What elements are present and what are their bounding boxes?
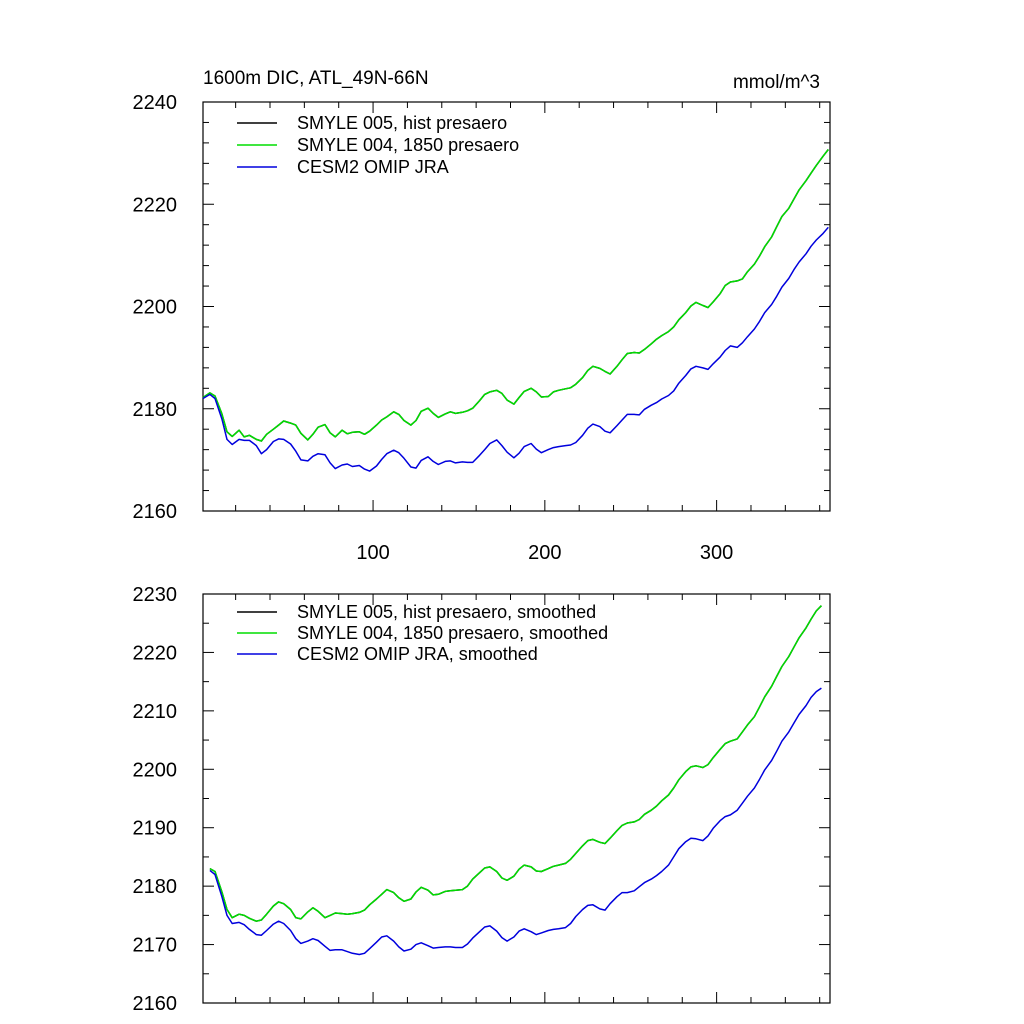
- y-tick-label: 2160: [133, 501, 178, 523]
- y-tick-label: 2200: [133, 759, 178, 781]
- series-line: [202, 226, 829, 472]
- top-panel-title: 1600m DIC, ATL_49N-66N: [203, 68, 429, 89]
- top-panel-units: mmol/m^3: [733, 72, 820, 93]
- y-tick-label: 2170: [133, 935, 178, 957]
- top-panel-ticks: 2160 2180 2200 2220 2240 100 200 300: [133, 92, 830, 564]
- top-panel: 1600m DIC, ATL_49N-66N mmol/m^3 2160 2180…: [133, 68, 831, 564]
- legend-label: CESM2 OMIP JRA: [297, 157, 449, 177]
- legend-label: SMYLE 005, hist presaero: [297, 113, 507, 133]
- y-tick-label: 2240: [133, 92, 178, 114]
- x-tick-label: 200: [528, 542, 561, 564]
- legend-label: SMYLE 004, 1850 presaero, smoothed: [297, 623, 608, 643]
- y-tick-label: 2230: [133, 584, 178, 606]
- series-line: [202, 149, 829, 442]
- series-line: [209, 605, 822, 922]
- bottom-panel-series: [209, 605, 822, 956]
- legend-label: SMYLE 004, 1850 presaero: [297, 135, 519, 155]
- y-tick-label: 2220: [133, 194, 178, 216]
- y-tick-label: 2210: [133, 701, 178, 723]
- legend-label: SMYLE 005, hist presaero, smoothed: [297, 602, 596, 622]
- top-panel-series: [202, 149, 829, 472]
- bottom-panel-ticks: 2160 2170 2180 2190 2200 2210 2220 2230: [133, 584, 830, 1015]
- y-tick-label: 2180: [133, 399, 178, 421]
- y-tick-label: 2220: [133, 642, 178, 664]
- x-tick-label: 100: [356, 542, 389, 564]
- y-tick-label: 2180: [133, 876, 178, 898]
- series-line: [202, 149, 829, 442]
- y-tick-label: 2200: [133, 297, 178, 319]
- y-tick-label: 2190: [133, 818, 178, 840]
- legend-label: CESM2 OMIP JRA, smoothed: [297, 644, 538, 664]
- x-tick-label: 300: [700, 542, 733, 564]
- bottom-panel: 2160 2170 2180 2190 2200 2210 2220 2230 SMYLE 0…: [133, 584, 831, 1015]
- bottom-panel-legend: SMYLE 005, hist presaero, smoothedSMYLE …: [237, 602, 608, 664]
- y-tick-label: 2160: [133, 993, 178, 1015]
- series-line: [209, 687, 822, 956]
